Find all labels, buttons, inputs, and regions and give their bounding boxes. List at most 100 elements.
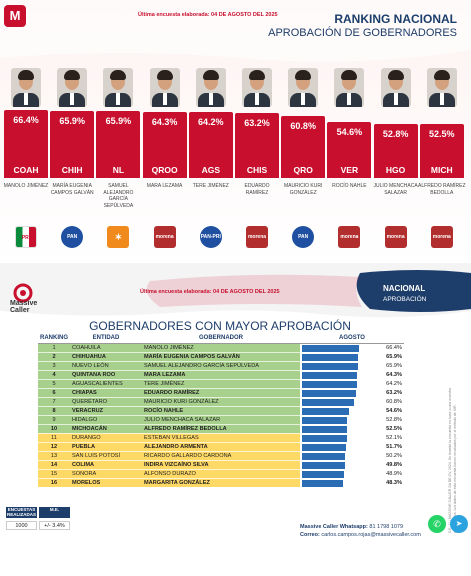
- governor-name: SAMUEL ALEJANDRO GARCÍA SEPÚLVEDA: [103, 183, 134, 209]
- table-row: 14 COLIMA INDIRA VIZCAÍNO SILVA 49.8%: [38, 460, 404, 470]
- governor-photo: [103, 68, 134, 107]
- state-label: MICH: [430, 165, 453, 175]
- agosto-cell: 51.7%: [300, 442, 404, 452]
- agosto-bar: [302, 470, 344, 478]
- governor-cell: JULIO MENCHACA SALAZAR: [142, 415, 300, 425]
- header-agosto: AGOSTO: [300, 333, 404, 344]
- table-row: 9 HIDALGO JULIO MENCHACA SALAZAR 52.8%: [38, 415, 404, 425]
- agosto-bar: [302, 389, 357, 397]
- agosto-cell: 52.5%: [300, 424, 404, 434]
- governor-cell: MAURICIO KURI GONZÁLEZ: [142, 397, 300, 407]
- table-row: 1 COAHUILA MANOLO JIMÉNEZ 66.4%: [38, 343, 404, 353]
- whatsapp-icon[interactable]: ✆: [428, 515, 446, 533]
- party-logo-mc: ✶: [107, 226, 130, 248]
- methodology-note: S.E. 11 / MASSIVE CALLER SA DE CV, 2024.…: [448, 388, 457, 533]
- telegram-icon[interactable]: ➤: [450, 515, 468, 533]
- state-cell: MICHOACÁN: [70, 424, 142, 434]
- governor-cell: ESTEBAN VILLEGAS: [142, 433, 300, 443]
- governor-photo: [149, 68, 180, 107]
- table-row: 10 MICHOACÁN ALFREDO RAMÍREZ BEDOLLA 52.5%: [38, 424, 404, 434]
- agosto-cell: 54.6%: [300, 406, 404, 416]
- approval-value: 52.5%: [429, 129, 455, 140]
- state-cell: COAHUILA: [70, 343, 142, 353]
- governor-column-qro: 60.8% QRO MAURICIO KURI GONZÁLEZ PAN: [281, 0, 326, 263]
- approval-bar: [327, 122, 372, 178]
- governor-cell: SAMUEL ALEJANDRO GARCÍA SEPÚLVEDA: [142, 361, 300, 371]
- state-label: QRO: [293, 165, 313, 175]
- agosto-value: 65.9%: [386, 362, 402, 369]
- survey-date: Última encuesta elaborada: 04 DE AGOSTO …: [138, 12, 278, 18]
- agosto-cell: 65.9%: [300, 361, 404, 371]
- agosto-cell: 52.8%: [300, 415, 404, 425]
- governor-name: EDUARDO RAMÍREZ: [244, 183, 270, 196]
- agosto-cell: 65.9%: [300, 352, 404, 362]
- agosto-cell: 66.4%: [300, 343, 404, 353]
- governor-column-chis: 63.2% CHIS EDUARDO RAMÍREZ morena: [235, 0, 279, 263]
- state-cell: MORELOS: [70, 478, 142, 488]
- state-cell: SAN LUIS POTOSÍ: [70, 451, 142, 461]
- approval-bar: [96, 110, 141, 178]
- state-label: CHIH: [61, 165, 83, 175]
- table-row: 12 PUEBLA ALEJANDRO ARMENTA 51.7%: [38, 442, 404, 452]
- survey-date: Última encuesta elaborada: 04 DE AGOSTO …: [140, 289, 280, 295]
- state-cell: QUINTANA ROO: [70, 370, 142, 380]
- governor-photo: [288, 68, 319, 107]
- approval-bar: [235, 113, 279, 178]
- governor-name: MARÍA EUGENIA CAMPOS GALVÁN: [50, 183, 94, 196]
- approval-value: 52.8%: [382, 128, 409, 139]
- agosto-value: 49.8%: [386, 461, 402, 468]
- rank-cell: 9: [38, 415, 70, 425]
- governor-name: MANOLO JIMÉNEZ: [3, 183, 49, 189]
- governor-cell: ALFONSO DURAZO: [142, 469, 300, 479]
- rank-cell: 2: [38, 352, 70, 362]
- agosto-bar: [302, 452, 346, 460]
- me-header: M.E.: [39, 507, 70, 518]
- rank-cell: 1: [38, 343, 70, 353]
- approval-value: 64.2%: [198, 117, 224, 128]
- me-value: +/- 3.4%: [39, 521, 70, 530]
- state-label: AGS: [201, 165, 220, 175]
- governor-name: TERE JIMÉNEZ: [192, 183, 229, 189]
- rank-cell: 14: [38, 460, 70, 470]
- governor-photo: [334, 68, 365, 107]
- agosto-bar: [302, 443, 347, 451]
- agosto-bar: [302, 416, 348, 424]
- nacional-label: NACIONAL: [383, 284, 426, 293]
- agosto-value: 66.4%: [386, 344, 402, 351]
- agosto-value: 64.2%: [386, 380, 402, 387]
- party-logo-morena: morena: [246, 226, 268, 248]
- table-panel-header-background: [0, 263, 471, 318]
- governor-cell: ROCÍO NAHLE: [142, 406, 300, 416]
- state-cell: COLIMA: [70, 460, 142, 470]
- governor-cell: MARGARITA GONZÁLEZ: [142, 478, 300, 488]
- massive-caller-logo: M: [4, 5, 26, 27]
- state-cell: QUERÉTARO: [70, 397, 142, 407]
- agosto-cell: 50.2%: [300, 451, 404, 461]
- governor-cell: MANOLO JIMÉNEZ: [142, 343, 300, 353]
- state-label: HGO: [385, 165, 406, 175]
- table-row: 2 CHIHUAHUA MARÍA EUGENIA CAMPOS GALVÁN 65.…: [38, 352, 404, 362]
- agosto-bar: [302, 407, 349, 415]
- table-row: 7 QUERÉTARO MAURICIO KURI GONZÁLEZ 60.8%: [38, 397, 404, 407]
- rank-cell: 10: [38, 424, 70, 434]
- state-cell: SONORA: [70, 469, 142, 479]
- agosto-value: 48.3%: [386, 479, 402, 486]
- page-subtitle: APROBACIÓN DE GOBERNADORES: [268, 27, 457, 39]
- email-address[interactable]: carlos.campos.rojas@massivecaller.com: [321, 532, 421, 538]
- table-row: 3 NUEVO LEÓN SAMUEL ALEJANDRO GARCÍA SEPÚL…: [38, 361, 404, 371]
- agosto-value: 52.8%: [386, 416, 402, 423]
- approval-value: 64.3%: [151, 117, 178, 128]
- rank-cell: 5: [38, 379, 70, 389]
- agosto-cell: 48.3%: [300, 478, 404, 488]
- governor-cell: RICARDO GALLARDO CARDONA: [142, 451, 300, 461]
- table-row: 16 MORELOS MARGARITA GONZÁLEZ 48.3%: [38, 478, 404, 488]
- agosto-cell: 64.2%: [300, 379, 404, 389]
- state-cell: AGUASCALIENTES: [70, 379, 142, 389]
- table-panel: Massive Caller Última encuesta elaborada…: [0, 263, 471, 576]
- state-cell: NUEVO LEÓN: [70, 361, 142, 371]
- governor-cell: ALEJANDRO ARMENTA: [142, 442, 300, 452]
- governor-cell: MARA LEZAMA: [142, 370, 300, 380]
- agosto-value: 52.1%: [386, 434, 402, 441]
- table-row: 13 SAN LUIS POTOSÍ RICARDO GALLARDO CARDON…: [38, 451, 404, 461]
- brand-name: Massive Caller: [10, 300, 38, 314]
